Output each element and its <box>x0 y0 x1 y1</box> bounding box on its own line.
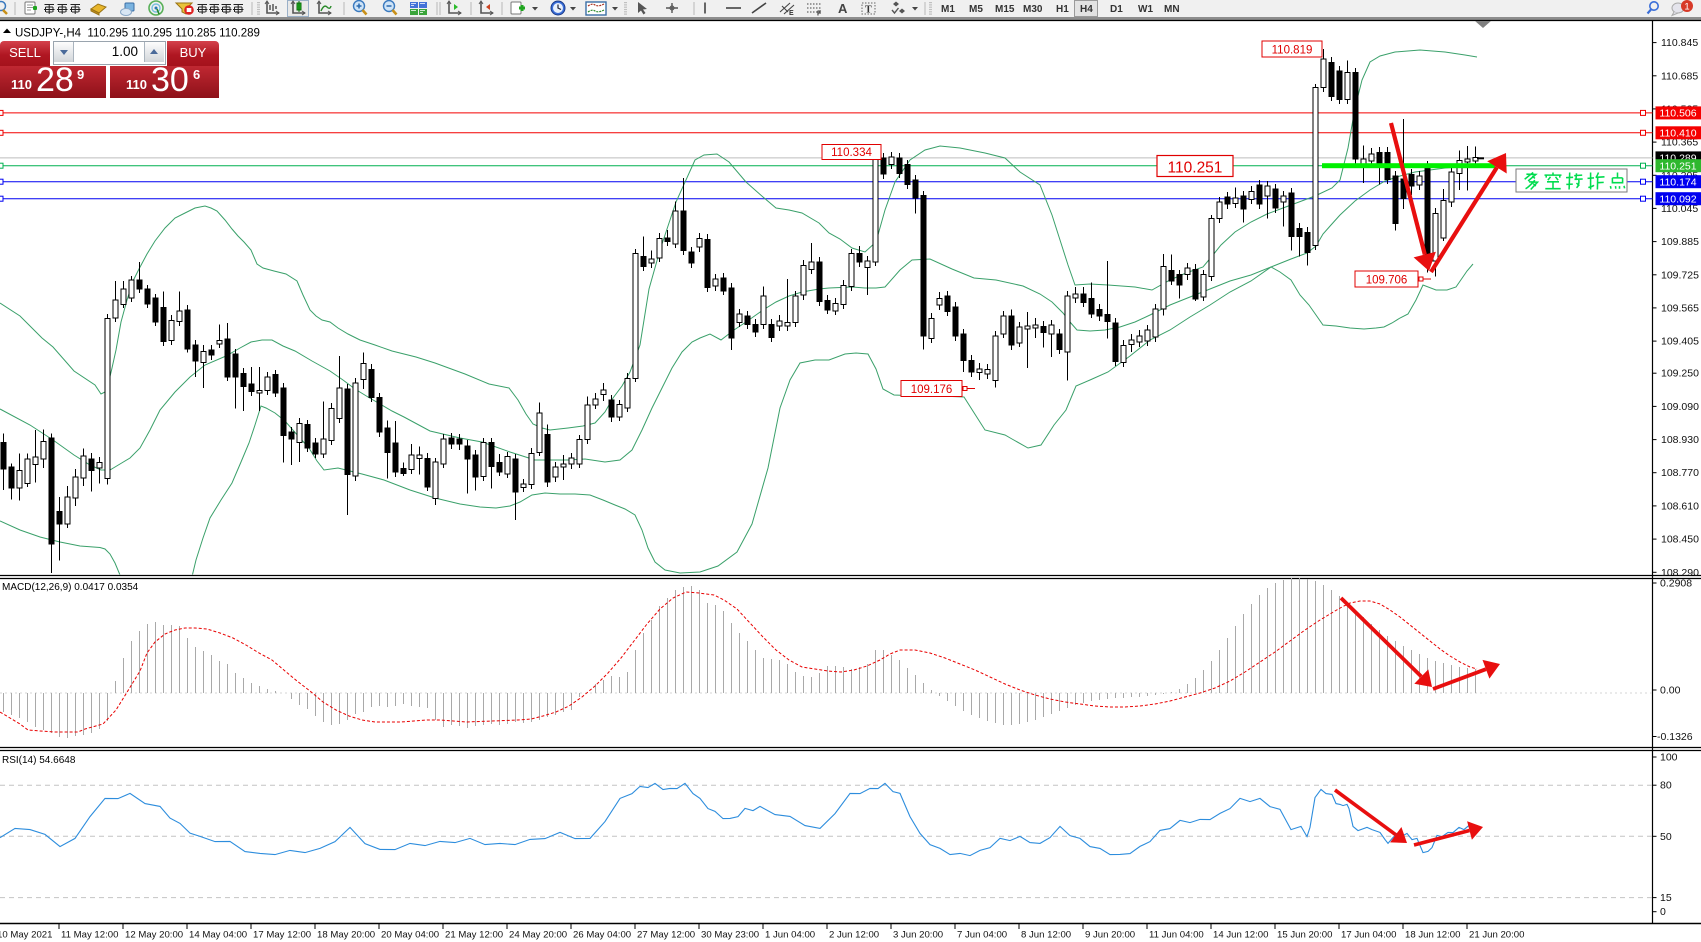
svg-text:12 May 20:00: 12 May 20:00 <box>125 930 183 941</box>
svg-text:50: 50 <box>1660 831 1672 843</box>
svg-text:109.706: 109.706 <box>1366 275 1408 287</box>
svg-text:109.725: 109.725 <box>1661 269 1699 281</box>
svg-text:MACD(12,26,9) 0.0417 0.0354: MACD(12,26,9) 0.0417 0.0354 <box>2 582 139 593</box>
svg-text:1: 1 <box>1684 2 1689 13</box>
svg-text:110.506: 110.506 <box>1659 108 1696 120</box>
svg-text:30 May 23:00: 30 May 23:00 <box>701 930 759 941</box>
svg-text:11 Jun 04:00: 11 Jun 04:00 <box>1149 930 1204 941</box>
svg-text:T: T <box>865 5 872 16</box>
svg-text:M5: M5 <box>969 4 983 15</box>
svg-text:2 Jun 12:00: 2 Jun 12:00 <box>829 930 879 941</box>
svg-text:110.819: 110.819 <box>1272 45 1313 57</box>
svg-text:20 May 04:00: 20 May 04:00 <box>381 930 439 941</box>
svg-text:M30: M30 <box>1023 4 1043 15</box>
svg-text:21 May 12:00: 21 May 12:00 <box>445 930 503 941</box>
svg-text:0: 0 <box>1660 906 1666 918</box>
svg-text:10 May 2021: 10 May 2021 <box>0 930 52 941</box>
svg-text:110.251: 110.251 <box>1168 160 1223 177</box>
svg-text:27 May 12:00: 27 May 12:00 <box>637 930 695 941</box>
svg-text:108.770: 108.770 <box>1661 467 1699 479</box>
svg-text:108.450: 108.450 <box>1661 534 1699 546</box>
svg-text:MN: MN <box>1164 4 1180 15</box>
svg-text:0.2908: 0.2908 <box>1660 578 1692 590</box>
svg-text:110.251: 110.251 <box>1659 160 1696 172</box>
svg-text:17 May 12:00: 17 May 12:00 <box>253 930 311 941</box>
svg-text:-0.1326: -0.1326 <box>1657 731 1693 743</box>
svg-text:100: 100 <box>1660 752 1678 764</box>
svg-text:D1: D1 <box>1110 4 1123 15</box>
svg-text:80: 80 <box>1660 780 1672 792</box>
svg-text:110.334: 110.334 <box>831 147 872 159</box>
svg-text:108.610: 108.610 <box>1661 500 1699 512</box>
svg-text:7 Jun 04:00: 7 Jun 04:00 <box>957 930 1007 941</box>
svg-text:109.250: 109.250 <box>1661 368 1699 380</box>
svg-text:0.00: 0.00 <box>1660 685 1681 697</box>
svg-text:RSI(14) 54.6648: RSI(14) 54.6648 <box>2 755 76 766</box>
svg-text:M15: M15 <box>995 4 1015 15</box>
svg-text:108.930: 108.930 <box>1661 434 1699 446</box>
svg-text:14 Jun 12:00: 14 Jun 12:00 <box>1213 930 1268 941</box>
svg-text:3 Jun 20:00: 3 Jun 20:00 <box>893 930 943 941</box>
svg-text:109.090: 109.090 <box>1661 401 1699 413</box>
svg-text:110.845: 110.845 <box>1661 37 1698 49</box>
svg-text:109.405: 109.405 <box>1661 336 1699 348</box>
svg-text:8 Jun 12:00: 8 Jun 12:00 <box>1021 930 1071 941</box>
svg-text:11 May 12:00: 11 May 12:00 <box>61 930 118 941</box>
svg-text:1 Jun 04:00: 1 Jun 04:00 <box>765 930 815 941</box>
svg-text:W1: W1 <box>1138 4 1153 15</box>
svg-text:15 Jun 20:00: 15 Jun 20:00 <box>1277 930 1332 941</box>
svg-text:24 May 20:00: 24 May 20:00 <box>509 930 567 941</box>
svg-text:110.365: 110.365 <box>1661 137 1698 149</box>
svg-text:18 Jun 12:00: 18 Jun 12:00 <box>1405 930 1460 941</box>
svg-text:18 May 20:00: 18 May 20:00 <box>317 930 375 941</box>
svg-text:21 Jun 20:00: 21 Jun 20:00 <box>1469 930 1524 941</box>
svg-text:A: A <box>838 1 848 16</box>
svg-text:9 Jun 20:00: 9 Jun 20:00 <box>1085 930 1135 941</box>
svg-text:H4: H4 <box>1080 4 1093 15</box>
svg-text:109.565: 109.565 <box>1661 302 1699 314</box>
svg-text:109.176: 109.176 <box>911 384 953 396</box>
svg-text:110.410: 110.410 <box>1659 127 1696 139</box>
svg-text:110.685: 110.685 <box>1661 70 1698 82</box>
svg-text:M1: M1 <box>941 4 955 15</box>
svg-text:E: E <box>789 10 794 17</box>
svg-text:17 Jun 04:00: 17 Jun 04:00 <box>1341 930 1396 941</box>
svg-text:15: 15 <box>1660 892 1672 904</box>
svg-text:26 May 04:00: 26 May 04:00 <box>573 930 631 941</box>
svg-text:110.045: 110.045 <box>1661 203 1698 215</box>
svg-text:108.290: 108.290 <box>1661 567 1699 579</box>
svg-text:110.174: 110.174 <box>1659 176 1696 188</box>
svg-text:14 May 04:00: 14 May 04:00 <box>189 930 247 941</box>
svg-text:USDJPY-,H4 110.295 110.295 11: USDJPY-,H4 110.295 110.295 110.285 110.2… <box>15 28 260 40</box>
svg-text:H1: H1 <box>1056 4 1069 15</box>
svg-text:110.092: 110.092 <box>1659 193 1696 205</box>
svg-text:F: F <box>817 11 822 18</box>
svg-text:109.885: 109.885 <box>1661 236 1699 248</box>
